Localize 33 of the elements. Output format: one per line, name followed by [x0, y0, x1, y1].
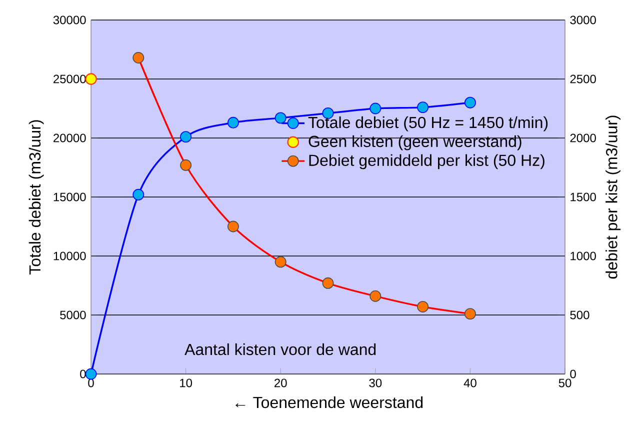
y-tick-label: 5000 [60, 310, 86, 320]
point [417, 102, 429, 114]
point [180, 131, 192, 143]
x-tick-label: 20 [274, 378, 287, 388]
annotation: Aantal kisten voor de wand [184, 343, 376, 356]
legend-label: Debiet gemiddeld per kist (50 Hz) [309, 154, 544, 170]
y-tick-label: 10000 [54, 252, 86, 260]
y2-tick-label: 500 [570, 310, 590, 320]
y-axis-title: Totale debiet (m3/uur) [28, 120, 44, 274]
x-tick-label: 40 [464, 378, 476, 388]
x-tick-label: 10 [180, 378, 192, 388]
x-axis-title: ← Toenemende weerstand [236, 396, 423, 408]
y2-tick-label: 1000 [570, 252, 596, 260]
legend-label: Totale debiet (50 Hz = 1450 t/min) [308, 116, 548, 132]
point [85, 73, 97, 85]
y-tick-label: 20000 [54, 134, 86, 142]
point [132, 188, 144, 200]
y2-tick-label: 1500 [570, 192, 596, 202]
y2-tick-label: 3000 [570, 16, 596, 24]
y2-tick-label: 2000 [570, 134, 596, 142]
y2-tick-label: 2500 [570, 74, 596, 84]
x-tick-label: 50 [558, 378, 572, 388]
y-tick-label: 30000 [53, 16, 86, 24]
point [227, 116, 239, 128]
point [464, 96, 476, 108]
point [370, 102, 382, 114]
y2-axis-title: debiet per kist (m3/uur) [606, 116, 620, 279]
point [274, 112, 286, 124]
y2-tick-label: 0 [570, 370, 576, 378]
x-tick-label: 30 [369, 378, 382, 388]
y-tick-label: 15000 [54, 192, 86, 202]
y-tick-label: 25000 [54, 74, 86, 84]
legend-label: Geen kisten (geen weerstand) [308, 135, 522, 150]
